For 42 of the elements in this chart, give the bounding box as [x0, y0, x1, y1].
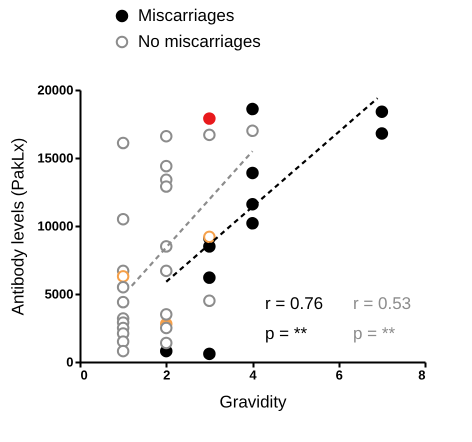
point [246, 217, 259, 230]
x-tick-label: 0 [80, 368, 88, 382]
point [160, 322, 172, 334]
point [246, 102, 259, 116]
point [160, 336, 172, 350]
point [160, 308, 172, 321]
point [246, 124, 259, 138]
point [160, 180, 172, 193]
point [116, 296, 130, 308]
annotation: p = ** [353, 324, 396, 343]
annotation: r = 0.53 [353, 294, 412, 313]
point [116, 344, 130, 358]
y-tick-label: 15000 [37, 150, 74, 166]
x-tick-label: 4 [249, 368, 258, 382]
annotation: p = ** [265, 324, 308, 343]
point [376, 106, 388, 118]
x-tick-label: 6 [336, 368, 343, 382]
point [246, 166, 259, 180]
point [116, 280, 130, 294]
point [203, 348, 216, 360]
y-tick-label: 0 [66, 354, 74, 370]
point [376, 127, 388, 140]
point [116, 212, 130, 226]
y-axis-title: Antibody levels (PakLx) [8, 138, 28, 316]
x-tick-label: 8 [418, 368, 426, 382]
point [116, 136, 130, 150]
y-tick-label: 10000 [37, 218, 74, 234]
point [203, 128, 216, 142]
x-tick-label: 2 [163, 368, 170, 382]
legend-label: No miscarriages [138, 32, 261, 51]
point [116, 270, 130, 283]
point [203, 294, 216, 308]
y-tick-label: 20000 [37, 82, 74, 98]
point [203, 271, 216, 284]
point [160, 160, 172, 172]
legend-label: Miscarriages [138, 6, 234, 25]
annotation: r = 0.76 [265, 294, 324, 313]
point [160, 264, 172, 278]
x-axis-title: Gravidity [219, 392, 288, 412]
y-tick-label: 5000 [44, 286, 74, 302]
point [160, 130, 172, 142]
point [203, 112, 216, 125]
